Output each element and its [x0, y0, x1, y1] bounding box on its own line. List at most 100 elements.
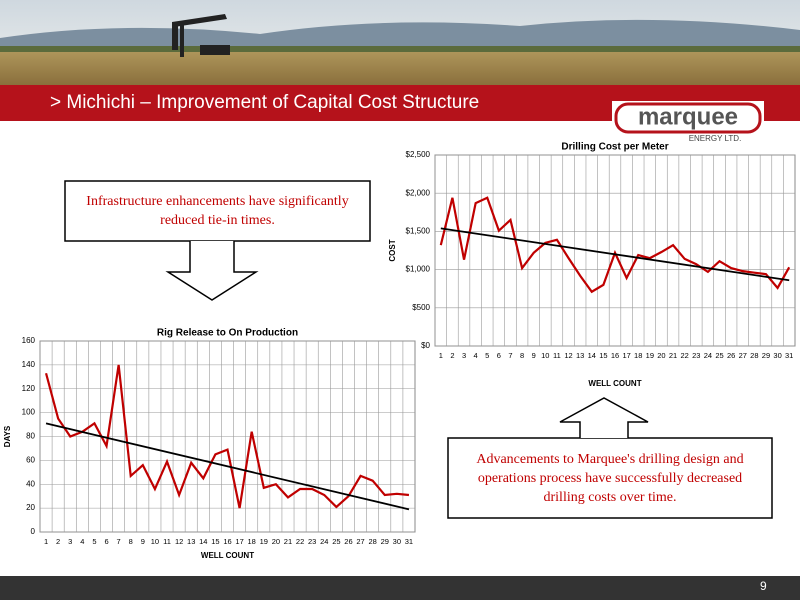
x-tick-label: 6 — [104, 537, 108, 546]
x-tick-label: 7 — [117, 537, 121, 546]
x-tick-label: 29 — [762, 351, 770, 360]
x-tick-label: 4 — [474, 351, 478, 360]
x-tick-label: 17 — [235, 537, 243, 546]
x-tick-label: 31 — [785, 351, 793, 360]
x-tick-label: 8 — [129, 537, 133, 546]
x-axis-label: WELL COUNT — [588, 379, 641, 388]
x-tick-label: 28 — [750, 351, 758, 360]
x-tick-label: 30 — [393, 537, 401, 546]
x-tick-label: 25 — [715, 351, 723, 360]
y-tick-label: 20 — [26, 503, 35, 512]
callout-top: Infrastructure enhancements have signifi… — [86, 194, 349, 228]
x-tick-label: 20 — [657, 351, 665, 360]
x-tick-label: 16 — [611, 351, 619, 360]
y-tick-label: 40 — [26, 479, 35, 488]
x-tick-label: 9 — [141, 537, 145, 546]
page-number: 9 — [760, 579, 767, 593]
header-photo — [0, 0, 800, 85]
x-tick-label: 2 — [56, 537, 60, 546]
x-tick-label: 5 — [485, 351, 489, 360]
x-tick-label: 14 — [588, 351, 596, 360]
x-tick-label: 26 — [727, 351, 735, 360]
data-line — [44, 364, 410, 509]
footer-bar — [0, 576, 800, 600]
y-tick-label: 0 — [31, 527, 36, 536]
callout-top-shape — [64, 180, 371, 301]
x-tick-label: 16 — [223, 537, 231, 546]
trend-line — [440, 227, 790, 282]
x-tick-label: 26 — [344, 537, 352, 546]
y-tick-label: 140 — [22, 360, 36, 369]
x-tick-label: 17 — [622, 351, 630, 360]
chart-title: Rig Release to On Production — [157, 328, 298, 339]
y-tick-label: 80 — [26, 432, 35, 441]
x-tick-label: 2 — [450, 351, 454, 360]
x-tick-label: 12 — [564, 351, 572, 360]
y-tick-label: $2,000 — [406, 188, 431, 197]
x-tick-label: 27 — [739, 351, 747, 360]
x-tick-label: 6 — [497, 351, 501, 360]
y-tick-label: 120 — [22, 384, 36, 393]
x-tick-label: 3 — [68, 537, 72, 546]
x-tick-label: 1 — [439, 351, 443, 360]
x-tick-label: 13 — [187, 537, 195, 546]
x-tick-label: 21 — [284, 537, 292, 546]
x-tick-label: 10 — [151, 537, 159, 546]
y-tick-label: $500 — [412, 303, 430, 312]
x-tick-label: 9 — [532, 351, 536, 360]
x-tick-label: 23 — [308, 537, 316, 546]
x-tick-label: 5 — [92, 537, 96, 546]
x-tick-label: 18 — [248, 537, 256, 546]
x-tick-label: 25 — [332, 537, 340, 546]
y-tick-label: $1,000 — [406, 265, 431, 274]
x-axis-label: WELL COUNT — [201, 551, 254, 560]
y-tick-label: $0 — [421, 341, 430, 350]
x-tick-label: 15 — [599, 351, 607, 360]
x-tick-label: 1 — [44, 537, 48, 546]
y-tick-label: $2,500 — [406, 150, 431, 159]
x-tick-label: 22 — [296, 537, 304, 546]
x-tick-label: 27 — [356, 537, 364, 546]
trend-line — [45, 422, 410, 511]
x-tick-label: 24 — [320, 537, 328, 546]
y-axis-label: COST — [388, 239, 397, 261]
y-axis-label: DAYS — [3, 425, 12, 447]
x-tick-label: 18 — [634, 351, 642, 360]
x-tick-label: 21 — [669, 351, 677, 360]
x-tick-label: 15 — [211, 537, 219, 546]
x-tick-label: 23 — [692, 351, 700, 360]
data-line — [439, 196, 791, 294]
x-tick-label: 22 — [681, 351, 689, 360]
callout-bottom-shape — [447, 397, 773, 519]
x-tick-label: 13 — [576, 351, 584, 360]
y-tick-label: 160 — [22, 336, 36, 345]
x-tick-label: 24 — [704, 351, 712, 360]
x-tick-label: 12 — [175, 537, 183, 546]
x-tick-label: 20 — [272, 537, 280, 546]
chart-title: Drilling Cost per Meter — [561, 142, 668, 153]
x-tick-label: 11 — [163, 537, 171, 546]
slide-title: > Michichi – Improvement of Capital Cost… — [50, 92, 479, 113]
logo-sub: ENERGY LTD. — [689, 134, 742, 143]
y-tick-label: 100 — [22, 408, 36, 417]
x-tick-label: 30 — [773, 351, 781, 360]
logo: marquee ENERGY LTD. — [612, 101, 764, 145]
y-tick-label: 60 — [26, 455, 35, 464]
x-tick-label: 4 — [80, 537, 84, 546]
x-tick-label: 19 — [260, 537, 268, 546]
callout-bottom: Advancements to Marquee's drilling desig… — [476, 452, 744, 505]
x-tick-label: 31 — [405, 537, 413, 546]
x-tick-label: 8 — [520, 351, 524, 360]
x-tick-label: 28 — [368, 537, 376, 546]
x-tick-label: 3 — [462, 351, 466, 360]
logo-text: marquee — [638, 103, 738, 130]
x-tick-label: 29 — [381, 537, 389, 546]
x-tick-label: 10 — [541, 351, 549, 360]
y-tick-label: $1,500 — [406, 227, 431, 236]
x-tick-label: 7 — [508, 351, 512, 360]
x-tick-label: 11 — [553, 351, 561, 360]
x-tick-label: 19 — [646, 351, 654, 360]
x-tick-label: 14 — [199, 537, 207, 546]
